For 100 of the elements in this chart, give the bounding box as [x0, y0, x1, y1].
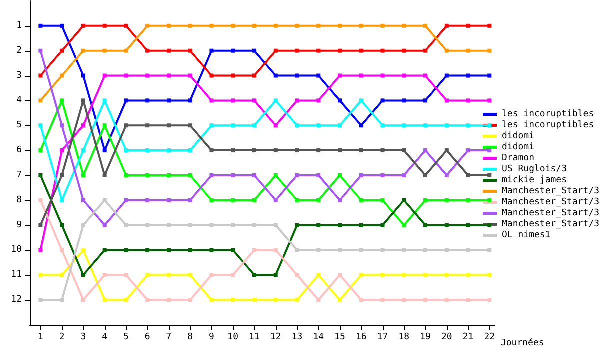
point — [295, 74, 300, 78]
point — [338, 298, 342, 302]
point — [124, 273, 128, 278]
point — [231, 273, 236, 278]
point — [295, 198, 300, 202]
point — [252, 273, 256, 278]
point — [188, 98, 192, 103]
point — [402, 24, 406, 28]
point — [488, 248, 492, 252]
point — [102, 273, 107, 278]
point — [488, 24, 492, 28]
point — [402, 273, 406, 278]
point — [124, 173, 128, 178]
point — [188, 173, 192, 178]
point — [402, 98, 406, 103]
x-tick-label: 2 — [59, 332, 65, 342]
point — [380, 48, 385, 53]
point — [38, 298, 43, 302]
point — [166, 124, 171, 128]
point — [81, 148, 86, 153]
point — [274, 48, 278, 53]
x-tick-label: 8 — [188, 332, 194, 342]
point — [488, 98, 492, 103]
point — [444, 173, 449, 178]
point — [210, 98, 214, 103]
point — [38, 24, 43, 28]
point — [295, 48, 300, 53]
point — [252, 198, 256, 202]
point — [359, 223, 364, 228]
point — [359, 273, 364, 278]
x-tick-label: 10 — [228, 332, 239, 342]
point — [338, 48, 342, 53]
point — [466, 24, 470, 28]
point — [60, 74, 64, 78]
point — [488, 148, 492, 153]
point — [252, 98, 256, 103]
point — [466, 98, 470, 103]
point — [466, 248, 470, 252]
point — [102, 124, 107, 128]
point — [146, 98, 150, 103]
point — [60, 48, 64, 53]
point — [188, 223, 192, 228]
point — [274, 98, 278, 103]
point — [231, 298, 236, 302]
point — [274, 173, 278, 178]
point — [166, 74, 171, 78]
point — [274, 74, 278, 78]
point — [424, 98, 428, 103]
point — [124, 48, 128, 53]
legend-label: Manchester_Start/3 — [502, 198, 600, 208]
legend-label: les incoruptibles — [502, 120, 594, 130]
point — [231, 198, 236, 202]
point — [252, 48, 256, 53]
point — [252, 223, 256, 228]
point — [252, 24, 256, 28]
point — [38, 98, 43, 103]
point — [210, 148, 214, 153]
point — [188, 198, 192, 202]
point — [274, 273, 278, 278]
point — [60, 173, 64, 178]
point — [188, 248, 192, 252]
legend-label: didomi — [502, 132, 535, 142]
point — [210, 223, 214, 228]
y-tick-label: 2 — [16, 46, 22, 56]
point — [124, 198, 128, 202]
point — [424, 248, 428, 252]
point — [60, 248, 64, 252]
point — [231, 48, 236, 53]
point — [466, 273, 470, 278]
point — [424, 48, 428, 53]
point — [188, 124, 192, 128]
point — [402, 298, 406, 302]
point — [60, 198, 64, 202]
point — [231, 124, 236, 128]
point — [60, 223, 64, 228]
point — [444, 148, 449, 153]
point — [316, 124, 321, 128]
y-tick-label: 6 — [16, 146, 22, 156]
point — [424, 298, 428, 302]
point — [38, 273, 43, 278]
point — [210, 273, 214, 278]
point — [210, 248, 214, 252]
point — [124, 248, 128, 252]
point — [402, 223, 406, 228]
x-tick-label: 17 — [377, 332, 388, 342]
point — [402, 74, 406, 78]
point — [166, 173, 171, 178]
point — [359, 124, 364, 128]
point — [488, 124, 492, 128]
point — [338, 273, 342, 278]
point — [424, 173, 428, 178]
point — [124, 74, 128, 78]
point — [466, 298, 470, 302]
point — [81, 198, 86, 202]
point — [274, 198, 278, 202]
point — [166, 98, 171, 103]
point — [316, 48, 321, 53]
point — [146, 173, 150, 178]
y-tick-label: 7 — [16, 170, 22, 180]
point — [380, 124, 385, 128]
